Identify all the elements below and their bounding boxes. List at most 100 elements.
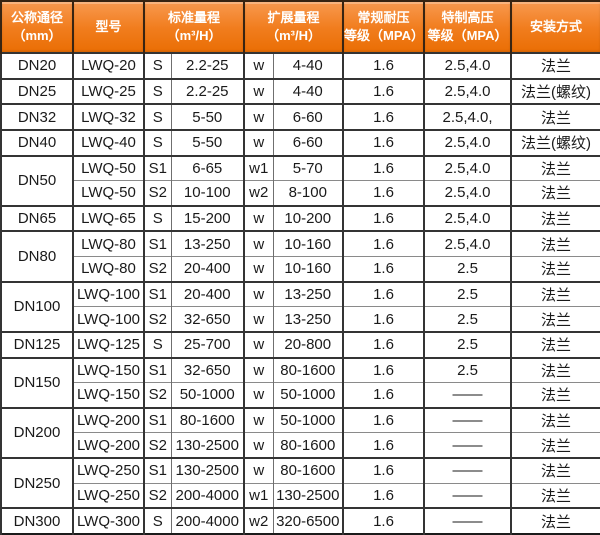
standard-code-cell: S2 — [143, 382, 171, 408]
extended-code-cell: w — [243, 230, 274, 257]
install-method-cell: 法兰 — [510, 204, 600, 232]
standard-range-cell: 5-50 — [170, 103, 245, 130]
nominal-diameter-cell: DN25 — [0, 77, 73, 105]
regular-pressure-cell: 1.6 — [342, 406, 425, 433]
table-row: LWQ-250 S2 200-4000 w1 130-2500 1.6 —— 法兰 — [1, 482, 600, 509]
standard-range-cell: 130-2500 — [170, 432, 245, 458]
header-regular-pressure: 常规耐压 等级（MPA） — [342, 0, 425, 53]
extended-code-cell: w — [243, 330, 274, 358]
model-cell: LWQ-150 — [72, 382, 144, 408]
standard-range-cell: 32-650 — [170, 356, 245, 383]
extended-range-cell: 13-250 — [272, 280, 344, 307]
model-cell: LWQ-300 — [72, 507, 144, 534]
standard-code-cell: S — [143, 330, 171, 358]
standard-code-cell: S1 — [143, 406, 171, 433]
header-standard-range-line2: （m³/H） — [166, 28, 222, 43]
header-install-method: 安装方式 — [510, 0, 600, 53]
extended-range-cell: 8-100 — [272, 180, 344, 206]
standard-code-cell: S1 — [143, 280, 171, 307]
nominal-diameter-cell: DN125 — [0, 330, 73, 358]
install-method-cell: 法兰 — [510, 382, 600, 408]
extended-range-cell: 80-1600 — [272, 356, 344, 383]
nominal-diameter-cell: DN100 — [0, 280, 73, 332]
special-pressure-cell: —— — [423, 507, 512, 534]
extended-code-cell: w1 — [243, 154, 274, 181]
extended-code-cell: w — [243, 103, 274, 130]
regular-pressure-cell: 1.6 — [342, 432, 425, 458]
special-pressure-cell: 2.5,4.0 — [423, 154, 512, 181]
standard-code-cell: S — [143, 77, 171, 105]
standard-range-cell: 32-650 — [170, 306, 245, 332]
table-row: LWQ-200 S2 130-2500 w 80-1600 1.6 —— 法兰 — [1, 432, 600, 458]
standard-code-cell: S2 — [143, 306, 171, 332]
header-model: 型号 — [72, 0, 144, 53]
table-row: DN250 LWQ-250 S1 130-2500 w 80-1600 1.6 —— 法兰 — [0, 456, 600, 509]
standard-range-cell: 25-700 — [170, 330, 245, 358]
header-nominal-diameter: 公称通径 （mm） — [0, 0, 73, 53]
extended-range-cell: 13-250 — [272, 306, 344, 332]
regular-pressure-cell: 1.6 — [342, 507, 425, 534]
special-pressure-cell: 2.5 — [423, 306, 512, 332]
standard-code-cell: S1 — [143, 154, 171, 181]
header-row: 公称通径 （mm） 型号 标准量程 （m³/H） 扩展量程 （m³/H） 常规耐… — [0, 0, 600, 53]
nominal-diameter-cell: DN40 — [0, 128, 73, 156]
model-cell: LWQ-25 — [72, 77, 144, 105]
header-standard-range-line1: 标准量程 — [168, 10, 221, 25]
standard-code-cell: S2 — [143, 432, 171, 458]
special-pressure-cell: 2.5,4.0 — [423, 77, 512, 105]
extended-code-cell: w1 — [243, 482, 274, 509]
table-row: LWQ-80 S2 20-400 w 10-160 1.6 2.5 法兰 — [1, 255, 600, 282]
standard-code-cell: S — [143, 52, 171, 79]
special-pressure-cell: —— — [423, 432, 512, 458]
extended-range-cell: 4-40 — [272, 52, 344, 79]
table-row: DN80 LWQ-80 S1 13-250 w 10-160 1.6 2.5,4.0 法兰 — [0, 230, 600, 282]
header-nominal-diameter-line1: 公称通径 — [10, 10, 63, 25]
standard-code-cell: S2 — [143, 482, 171, 509]
extended-code-cell: w — [243, 356, 274, 383]
extended-range-cell: 50-1000 — [272, 382, 344, 408]
model-cell: LWQ-50 — [72, 154, 144, 181]
table-row: DN32 LWQ-32 S 5-50 w 6-60 1.6 2.5,4.0, 法兰 — [0, 103, 600, 130]
regular-pressure-cell: 1.6 — [342, 255, 425, 282]
standard-range-cell: 20-400 — [170, 280, 245, 307]
model-cell: LWQ-20 — [72, 52, 144, 79]
model-cell: LWQ-80 — [72, 230, 144, 257]
nominal-diameter-cell: DN200 — [0, 406, 73, 458]
standard-code-cell: S — [143, 103, 171, 130]
install-method-cell: 法兰 — [510, 52, 600, 79]
extended-code-cell: w — [243, 204, 274, 232]
standard-range-cell: 200-4000 — [170, 482, 245, 509]
special-pressure-cell: —— — [423, 482, 512, 509]
regular-pressure-cell: 1.6 — [342, 128, 425, 156]
extended-range-cell: 10-160 — [272, 255, 344, 282]
extended-code-cell: w — [243, 52, 274, 79]
table-row: DN50 LWQ-50 S1 6-65 w1 5-70 1.6 2.5,4.0 法兰 — [0, 154, 600, 206]
standard-range-cell: 5-50 — [170, 128, 245, 156]
header-extended-range-line1: 扩展量程 — [267, 10, 320, 25]
install-method-cell: 法兰 — [510, 255, 600, 282]
special-pressure-cell: 2.5,4.0 — [423, 204, 512, 232]
table-header: 公称通径 （mm） 型号 标准量程 （m³/H） 扩展量程 （m³/H） 常规耐… — [0, 0, 600, 53]
standard-range-cell: 130-2500 — [170, 456, 245, 484]
model-cell: LWQ-125 — [72, 330, 144, 358]
table-row: DN65 LWQ-65 S 15-200 w 10-200 1.6 2.5,4.0 法兰 — [0, 204, 600, 232]
header-special-pressure: 特制高压 等级（MPA） — [423, 0, 512, 53]
regular-pressure-cell: 1.6 — [342, 230, 425, 257]
extended-range-cell: 80-1600 — [272, 456, 344, 484]
regular-pressure-cell: 1.6 — [342, 77, 425, 105]
table-row: DN200 LWQ-200 S1 80-1600 w 50-1000 1.6 —— 法兰 — [0, 406, 600, 458]
model-cell: LWQ-200 — [72, 406, 144, 433]
extended-code-cell: w — [243, 456, 274, 484]
table-row: DN100 LWQ-100 S1 20-400 w 13-250 1.6 2.5 法兰 — [0, 280, 600, 332]
install-method-cell: 法兰 — [510, 330, 600, 358]
nominal-diameter-cell: DN20 — [0, 52, 73, 79]
regular-pressure-cell: 1.6 — [342, 204, 425, 232]
standard-range-cell: 10-100 — [170, 180, 245, 206]
standard-range-cell: 13-250 — [170, 230, 245, 257]
nominal-diameter-cell: DN80 — [0, 230, 73, 282]
regular-pressure-cell: 1.6 — [342, 456, 425, 484]
install-method-cell: 法兰 — [510, 103, 600, 130]
special-pressure-cell: 2.5,4.0 — [423, 180, 512, 206]
header-special-pressure-line2: 等级（MPA） — [427, 28, 508, 43]
